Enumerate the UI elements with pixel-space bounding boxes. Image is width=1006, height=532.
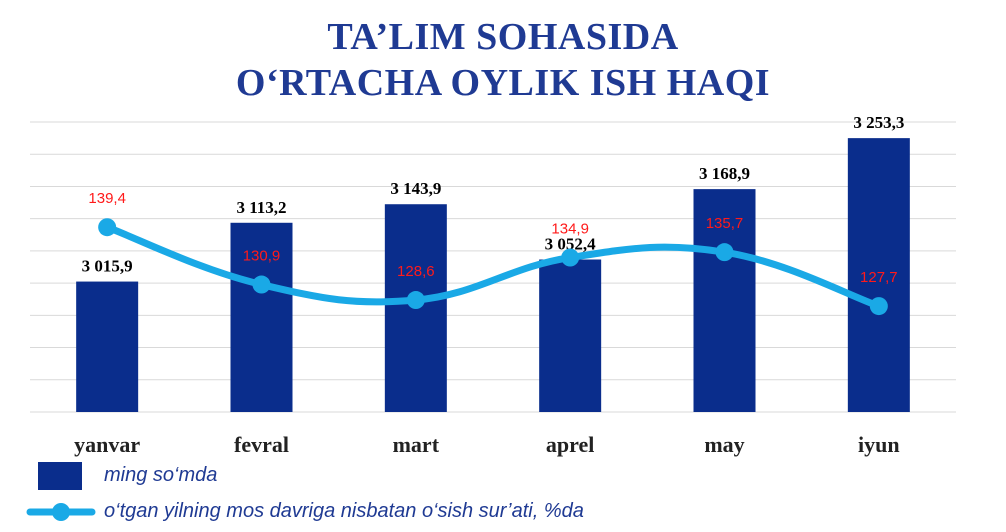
- growth-value-label: 135,7: [706, 215, 744, 232]
- growth-line: [103, 223, 883, 310]
- growth-point-aprel: [561, 248, 580, 267]
- bar-value-label: 3 015,9: [82, 257, 133, 276]
- x-tick-label: aprel: [546, 432, 594, 457]
- chart-title-line-2: O‘RTACHA OYLIK ISH HAQI: [235, 62, 771, 104]
- legend-line-marker: [52, 503, 70, 521]
- growth-value-label: 134,9: [551, 221, 589, 238]
- bar-value-label: 3 113,2: [236, 198, 286, 217]
- bar-value-label: 3 168,9: [699, 164, 750, 183]
- chart-title: TA’LIM SOHASIDA O‘RTACHA OYLIK ISH HAQI: [0, 14, 1006, 106]
- growth-point-fevral: [252, 275, 271, 294]
- x-tick-label: mart: [393, 432, 440, 457]
- x-tick-label: fevral: [234, 432, 289, 457]
- growth-point-may: [715, 243, 734, 262]
- bar-value-label: 3 253,3: [853, 113, 904, 132]
- legend-bar-swatch: [38, 462, 82, 490]
- growth-point-iyun: [869, 297, 888, 316]
- bar-aprel: [539, 259, 602, 412]
- growth-point-mart: [406, 291, 425, 310]
- x-tick-label: iyun: [858, 432, 900, 457]
- bar-may: [693, 189, 756, 412]
- growth-value-label: 127,7: [860, 269, 898, 286]
- x-tick-label: may: [704, 432, 744, 457]
- growth-value-label: 139,4: [88, 190, 126, 207]
- bar-fevral: [230, 222, 293, 412]
- x-tick-label: yanvar: [74, 432, 140, 457]
- bar-value-label: 3 052,4: [545, 235, 597, 254]
- bar-value-label: 3 143,9: [390, 179, 441, 198]
- growth-value-label: 130,9: [243, 248, 281, 265]
- growth-value-label: 128,6: [397, 263, 435, 280]
- chart-title-line-1: TA’LIM SOHASIDA: [327, 16, 679, 58]
- legend-line-label: o‘tgan yilning mos davriga nisbatan o‘si…: [104, 500, 584, 522]
- growth-point-yanvar: [98, 218, 117, 237]
- bar-iyun: [847, 138, 910, 412]
- legend-bar-label: ming so‘mda: [104, 464, 218, 486]
- bar-yanvar: [76, 281, 139, 412]
